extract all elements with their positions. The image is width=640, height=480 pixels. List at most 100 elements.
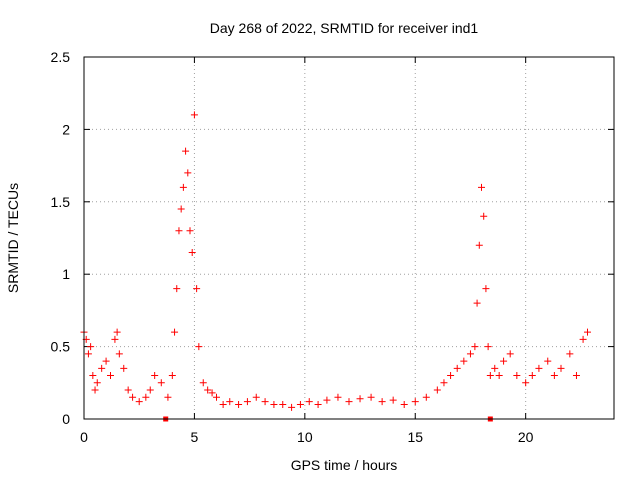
data-point bbox=[506, 350, 514, 358]
data-point bbox=[557, 364, 565, 372]
data-point bbox=[345, 398, 353, 406]
data-point bbox=[378, 398, 386, 406]
data-point bbox=[367, 393, 375, 401]
x-tick-label: 20 bbox=[518, 429, 534, 445]
data-point bbox=[124, 386, 132, 394]
data-point bbox=[142, 393, 150, 401]
data-point bbox=[482, 285, 490, 293]
data-point bbox=[584, 328, 591, 336]
data-point bbox=[129, 393, 137, 401]
data-point bbox=[151, 372, 159, 380]
y-tick-label: 2 bbox=[62, 121, 70, 137]
data-point bbox=[411, 398, 419, 406]
axis-ticks bbox=[83, 56, 614, 420]
data-point bbox=[115, 350, 123, 358]
data-point bbox=[226, 398, 234, 406]
data-point bbox=[179, 183, 187, 191]
y-tick-label: 0.5 bbox=[51, 339, 71, 355]
x-tick-label: 0 bbox=[80, 429, 88, 445]
data-point bbox=[305, 398, 313, 406]
x-axis-title: GPS time / hours bbox=[291, 457, 398, 473]
data-point bbox=[120, 364, 128, 372]
data-point bbox=[175, 227, 183, 235]
data-points bbox=[80, 111, 591, 411]
data-point bbox=[480, 212, 488, 220]
chart-title: Day 268 of 2022, SRMTID for receiver ind… bbox=[210, 20, 479, 36]
data-point bbox=[93, 379, 101, 387]
data-point bbox=[157, 379, 165, 387]
data-point bbox=[475, 241, 483, 249]
x-tick-label: 15 bbox=[407, 429, 423, 445]
data-point bbox=[177, 205, 185, 213]
y-axis-title: SRMTID / TECUs bbox=[5, 183, 21, 293]
data-point bbox=[111, 335, 119, 343]
data-point bbox=[500, 357, 508, 365]
y-tick-label: 0 bbox=[62, 411, 70, 427]
data-point bbox=[544, 357, 552, 365]
data-point bbox=[186, 227, 194, 235]
data-point bbox=[98, 364, 106, 372]
data-point bbox=[193, 285, 201, 293]
data-point bbox=[135, 398, 143, 406]
data-point bbox=[270, 401, 278, 409]
data-point bbox=[522, 379, 530, 387]
data-point bbox=[188, 248, 196, 256]
data-point bbox=[473, 299, 481, 307]
data-point bbox=[219, 401, 227, 409]
data-point bbox=[195, 343, 203, 351]
data-point bbox=[102, 357, 110, 365]
data-point bbox=[164, 393, 172, 401]
data-point bbox=[356, 395, 364, 403]
data-point bbox=[296, 401, 304, 409]
data-point bbox=[550, 372, 558, 380]
data-point bbox=[453, 364, 461, 372]
data-point bbox=[433, 386, 441, 394]
data-point bbox=[168, 372, 176, 380]
x-tick-label: 5 bbox=[191, 429, 199, 445]
data-point bbox=[334, 393, 342, 401]
data-point bbox=[89, 372, 97, 380]
data-point bbox=[235, 401, 243, 409]
data-point bbox=[528, 372, 536, 380]
y-tick-label: 1 bbox=[62, 266, 70, 282]
data-point bbox=[213, 393, 220, 401]
data-point bbox=[171, 328, 179, 336]
grid bbox=[84, 57, 614, 419]
data-point bbox=[173, 285, 181, 293]
data-point bbox=[495, 372, 503, 380]
data-point bbox=[252, 393, 260, 401]
data-point bbox=[491, 364, 499, 372]
data-point bbox=[107, 372, 114, 380]
data-point bbox=[389, 396, 397, 404]
data-point bbox=[323, 396, 331, 404]
data-point bbox=[91, 386, 99, 394]
data-point bbox=[184, 169, 192, 177]
data-point bbox=[447, 372, 455, 380]
data-point bbox=[84, 350, 92, 358]
data-point bbox=[484, 343, 492, 351]
data-point bbox=[460, 357, 468, 365]
data-point bbox=[243, 398, 251, 406]
data-point bbox=[579, 335, 587, 343]
data-point bbox=[113, 328, 121, 336]
data-point bbox=[566, 350, 574, 358]
data-point bbox=[182, 147, 190, 155]
data-point bbox=[478, 183, 485, 191]
data-point bbox=[288, 403, 296, 411]
data-point bbox=[535, 364, 543, 372]
data-point bbox=[314, 401, 322, 409]
data-point bbox=[190, 111, 198, 119]
data-point bbox=[440, 379, 448, 387]
data-point bbox=[87, 343, 95, 351]
data-point bbox=[279, 401, 287, 409]
y-tick-label: 2.5 bbox=[51, 49, 71, 65]
data-point bbox=[572, 372, 580, 380]
data-point bbox=[261, 398, 269, 406]
y-tick-label: 1.5 bbox=[51, 194, 71, 210]
data-point bbox=[204, 386, 212, 394]
data-point bbox=[208, 389, 216, 397]
data-point bbox=[422, 393, 430, 401]
data-point bbox=[146, 386, 154, 394]
data-point bbox=[199, 379, 207, 387]
